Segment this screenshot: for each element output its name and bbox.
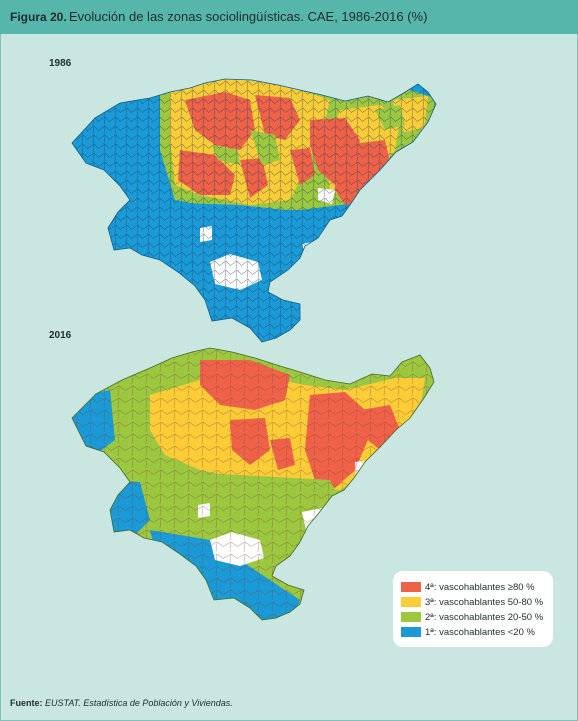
legend-label: 3ª: vascohablantes 50-80 %: [425, 596, 544, 608]
map-1986: [72, 79, 436, 342]
legend-label: 2ª: vascohablantes 20-50 %: [425, 611, 544, 623]
figure-label: Figura 20.: [10, 10, 67, 24]
figure-title: Evolución de las zonas sociolingüísticas…: [69, 9, 428, 24]
legend-swatch: [401, 597, 421, 607]
legend-swatch: [401, 612, 421, 622]
legend-swatch: [401, 582, 421, 592]
legend-item-zone-2: 2ª: vascohablantes 20-50 %: [401, 611, 543, 623]
map-2016: [72, 348, 434, 620]
source-text: EUSTAT. Estadística de Población y Vivie…: [45, 698, 233, 708]
legend-item-zone-4: 4ª: vascohablantes ≥80 %: [401, 581, 535, 593]
map-legend: 4ª: vascohablantes ≥80 % 3ª: vascohablan…: [393, 571, 553, 647]
map-year-label-2016: 2016: [49, 330, 72, 341]
legend-item-zone-1: 1ª: vascohablantes <20 %: [401, 626, 535, 638]
legend-item-zone-3: 3ª: vascohablantes 50-80 %: [401, 596, 543, 608]
legend-label: 4ª: vascohablantes ≥80 %: [425, 581, 535, 593]
legend-swatch: [401, 627, 421, 637]
legend-label: 1ª: vascohablantes <20 %: [425, 626, 535, 638]
map-year-label-1986: 1986: [49, 58, 72, 69]
title-bar: Figura 20. Evolución de las zonas sociol…: [0, 0, 578, 34]
source-label: Fuente:: [10, 698, 43, 708]
source-note: Fuente: EUSTAT. Estadística de Población…: [10, 698, 233, 708]
